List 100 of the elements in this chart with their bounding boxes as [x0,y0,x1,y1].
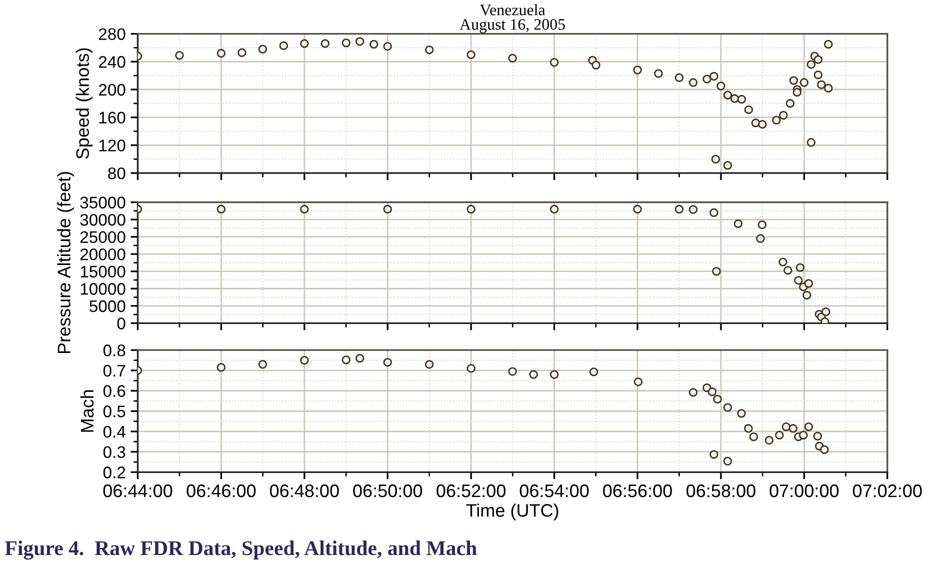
point [633,204,642,214]
point [466,50,476,60]
point [820,317,830,324]
point [814,55,822,64]
point [749,432,758,442]
point [710,72,718,81]
point [820,445,829,454]
point [723,456,732,466]
point [824,40,833,49]
point [508,54,517,63]
point [383,204,392,214]
point [216,363,226,372]
point [708,387,717,396]
point [383,42,392,51]
point [342,38,350,48]
y-axis-title: Speed (knots) [76,48,93,159]
y-tick-label: 30000 [80,214,126,226]
point [279,41,288,50]
y-tick-label: 10000 [80,283,126,295]
point [723,161,732,170]
point [383,358,392,367]
point [800,78,809,87]
y-tick-label: 15000 [80,266,126,278]
y-tick-label: 0 [117,318,126,330]
point [688,78,698,87]
point [634,377,643,386]
x-axis-title: Time (UTC) [466,504,558,520]
point [300,39,309,48]
point [737,94,746,104]
y-tick-label: 5000 [90,300,126,312]
point [688,205,698,214]
x-tick-label: 06:54:00 [520,484,589,498]
point [804,279,813,288]
x-tick-label: 07:02:00 [852,484,922,498]
point [788,424,798,433]
y-tick-label: 160 [99,112,126,124]
point [674,73,684,82]
point [550,370,559,379]
point [175,51,184,60]
point [756,234,765,243]
point [782,422,791,432]
point [688,388,698,397]
y-tick-label: 0.5 [103,406,126,418]
point [216,204,226,214]
y-tick-label: 0.6 [103,385,126,397]
point [710,208,718,217]
y-tick-label: 0.8 [103,344,126,356]
point [258,360,268,369]
y-tick-label: 35000 [80,196,126,208]
point [804,422,813,432]
point [734,219,743,228]
chart-subtitle: August 16, 2005 [460,19,565,34]
point [784,266,792,275]
point [342,355,350,364]
point [814,70,822,80]
point [730,94,740,103]
point [758,220,767,230]
point [796,263,805,272]
point [702,74,712,84]
point [775,430,784,440]
point [712,266,721,276]
point [817,80,826,89]
point [758,120,767,129]
x-tick-label: 06:44:00 [103,484,172,498]
point [424,45,434,54]
point [737,408,746,418]
point [550,58,559,67]
point [424,360,434,369]
x-tick-label: 06:52:00 [436,484,506,498]
point [822,307,830,316]
point [238,48,246,57]
point [764,436,774,445]
point [369,40,378,49]
x-tick-label: 07:00:00 [770,484,839,498]
point [356,354,364,363]
point [789,76,798,85]
point [786,99,795,108]
point [794,276,803,285]
y-tick-label: 80 [108,167,126,180]
point [710,450,718,459]
point [466,204,476,214]
x-tick-label: 06:46:00 [186,484,256,498]
point [772,116,781,125]
point [320,39,330,48]
y-tick-label: 20000 [80,248,126,260]
point [589,368,598,376]
point [792,88,802,97]
point [778,258,788,266]
y-axis-title: Pressure Altitude (feet) [57,172,74,354]
point [813,432,822,441]
y-tick-label: 0.2 [103,466,126,478]
point [216,48,226,58]
caption: Figure 4. Raw FDR Data, Speed, Altitude, and Mach [5,540,477,560]
point [300,356,309,365]
point [806,60,816,69]
point [356,37,364,46]
y-tick-label: 0.7 [103,364,126,377]
point [806,138,816,147]
point [802,290,812,300]
x-tick-label: 06:48:00 [270,484,339,498]
